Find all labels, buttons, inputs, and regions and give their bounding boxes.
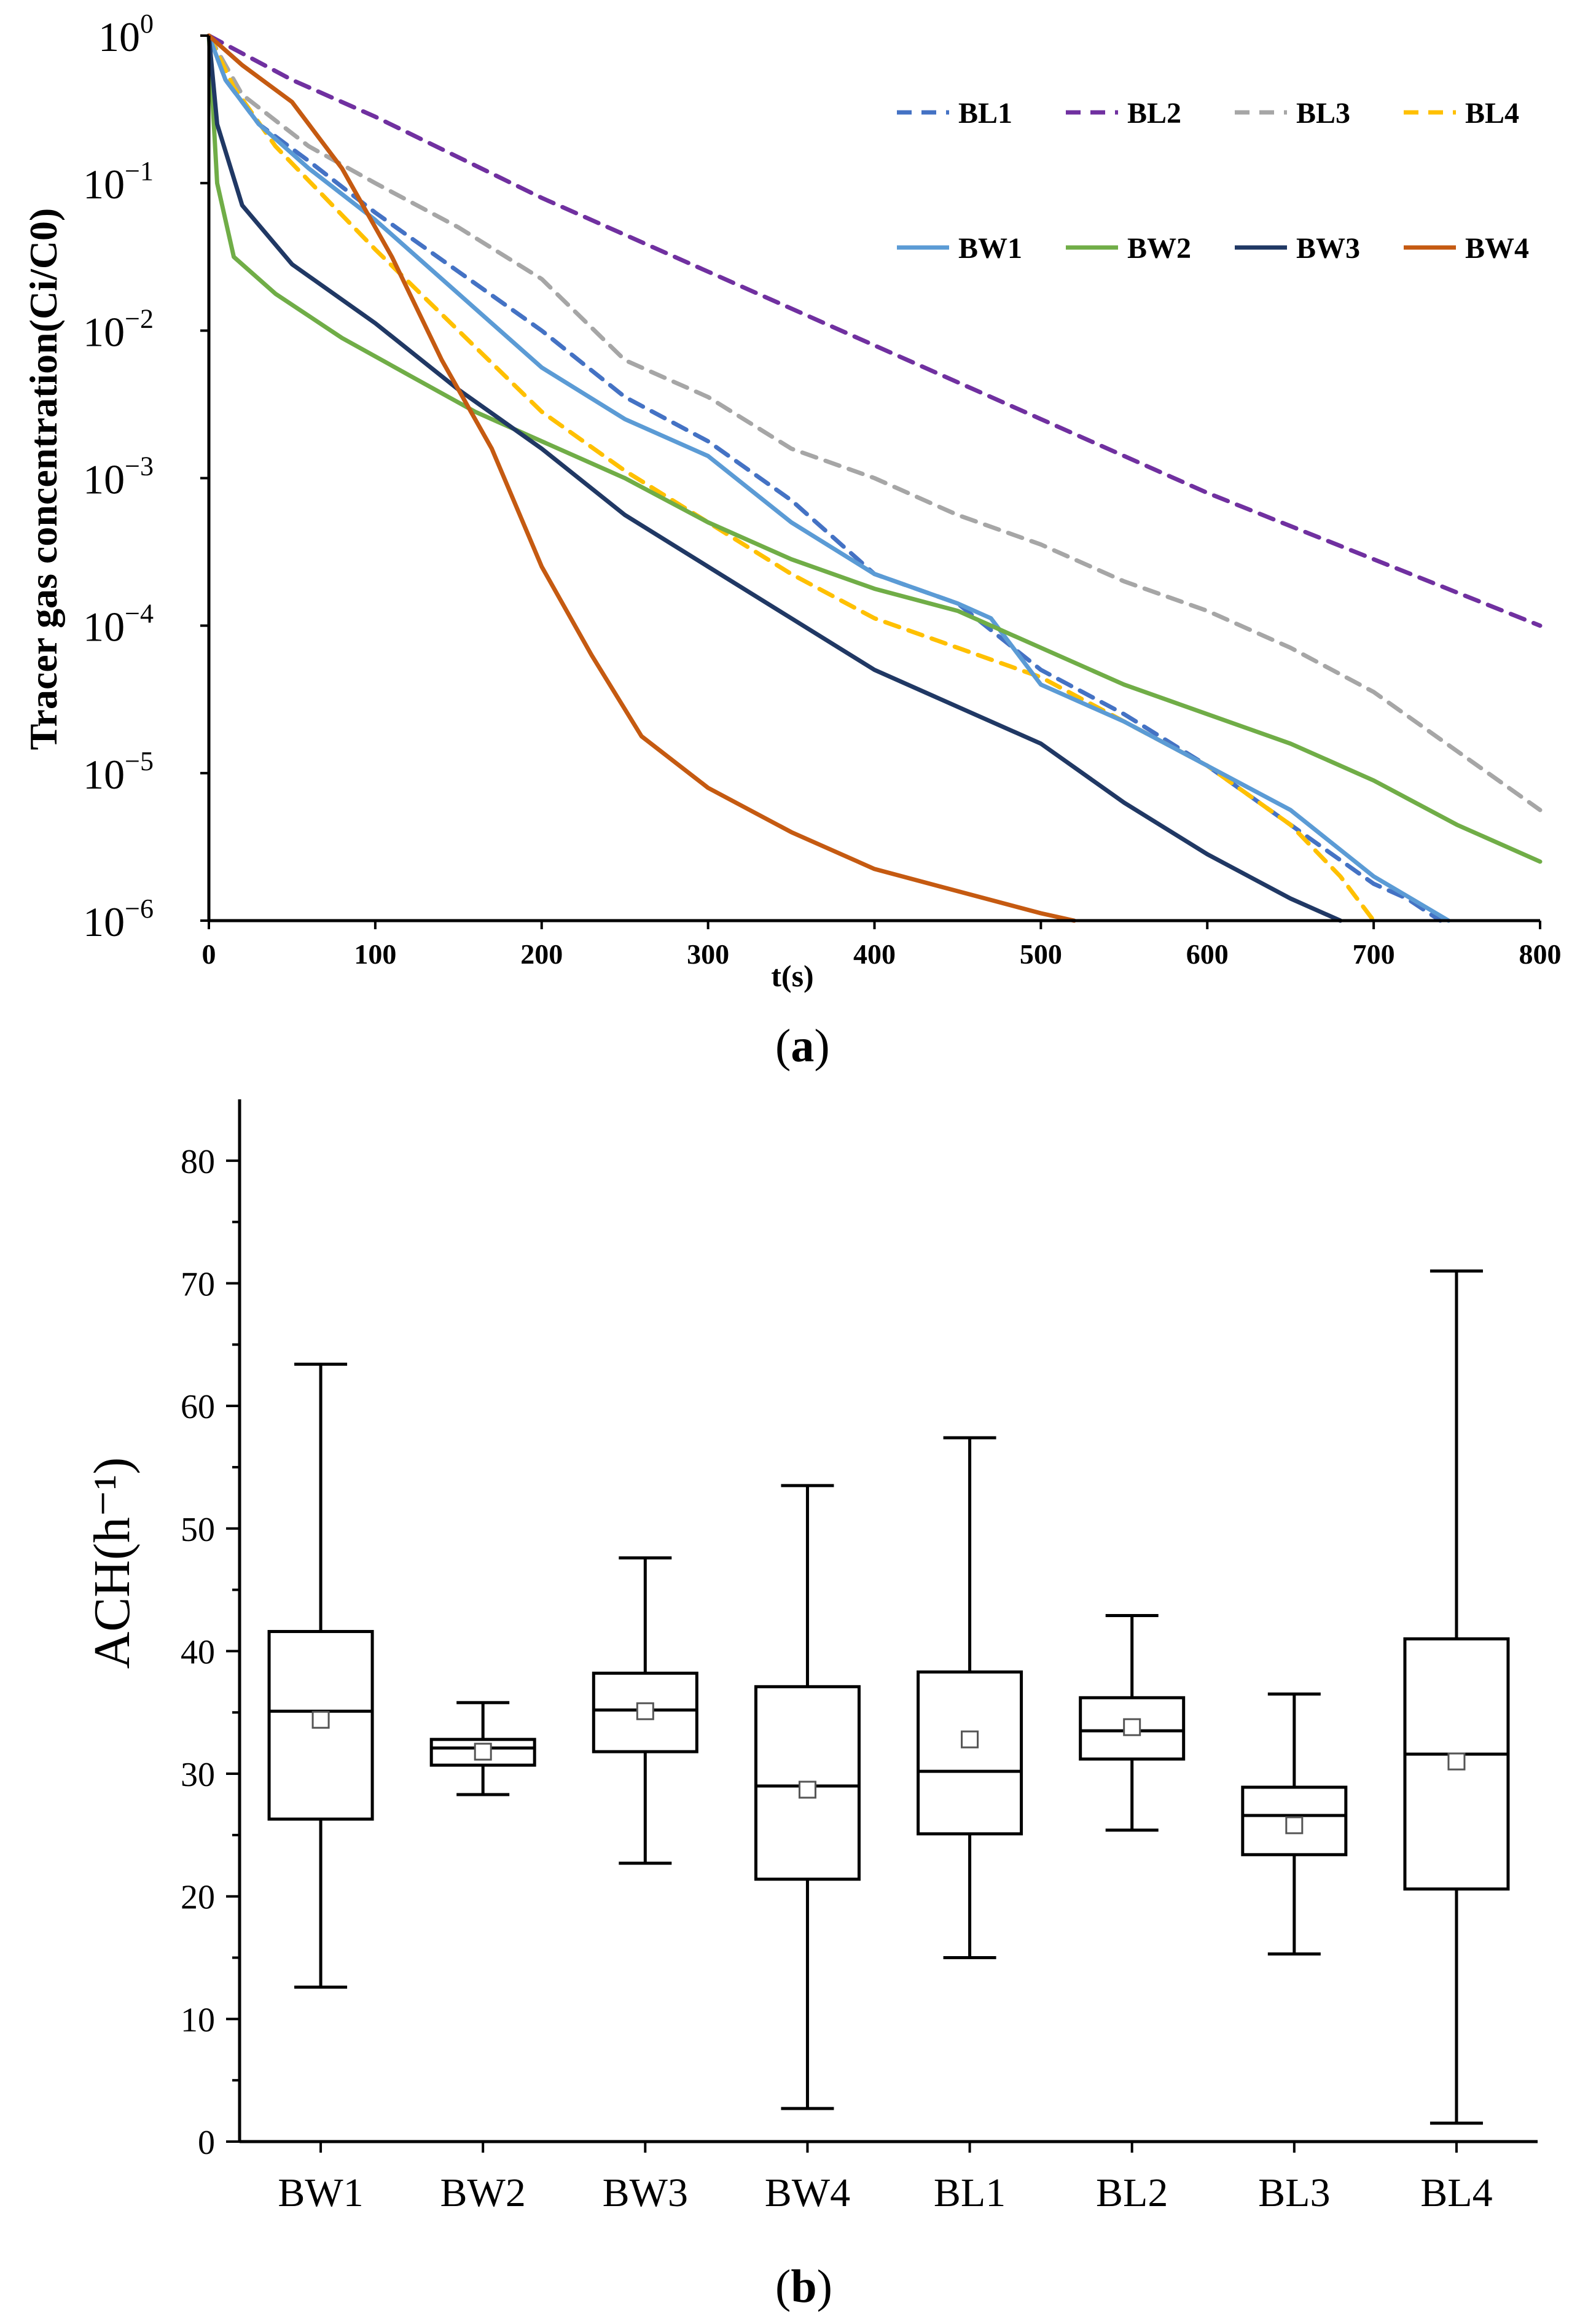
ach-y-tick-label: 70 [181, 1265, 215, 1303]
decay-y-tick-label: 10−2 [83, 303, 154, 355]
decay-x-tick-label: 800 [1519, 938, 1562, 970]
box-bl3 [1241, 1692, 1348, 1956]
decay-series-bw3 [206, 33, 1343, 923]
ach-y-tick-label: 0 [198, 2124, 215, 2162]
decay-x-tick-label: 100 [354, 938, 396, 970]
box-bw3 [592, 1556, 698, 1865]
ach-y-tick-label: 10 [181, 2001, 215, 2039]
legend-label-bl2: BL2 [1127, 97, 1181, 130]
decay-y-tick-label: 10−1 [83, 156, 154, 208]
ach-boxes [267, 1269, 1510, 2125]
ach-x-label-bl1: BL1 [934, 2170, 1006, 2215]
ach-x-label-bw1: BW1 [278, 2170, 363, 2215]
ach-x-label-bl4: BL4 [1420, 2170, 1492, 2215]
mean-marker [961, 1730, 979, 1749]
decay-series-bw2 [206, 33, 1543, 864]
ach-x-label-bw3: BW3 [603, 2170, 688, 2215]
mean-marker [1123, 1718, 1141, 1736]
legend-label-bw4: BW4 [1465, 232, 1529, 265]
mean-marker [636, 1702, 654, 1720]
ach-x-label-bl2: BL2 [1096, 2170, 1168, 2215]
mean-marker [798, 1780, 816, 1799]
decay-series-bl1 [206, 33, 1442, 923]
ach-x-label-bw4: BW4 [765, 2170, 850, 2215]
box-bl1 [917, 1436, 1023, 1960]
panel-b-letter: b [791, 2261, 817, 2312]
decay-series-bl3 [206, 33, 1543, 813]
mean-marker [311, 1710, 330, 1729]
decay-series-group [206, 33, 1543, 923]
mean-marker [1447, 1752, 1466, 1771]
panel-b-label: (b) [775, 2261, 832, 2312]
ach-y-tick-label: 20 [181, 1879, 215, 1917]
box-bl4 [1403, 1269, 1510, 2125]
ach-x-label-bw2: BW2 [440, 2170, 526, 2215]
decay-series-bw4 [206, 33, 1076, 923]
ach-y-axis-title: ACH(h⁻¹) [84, 1457, 141, 1669]
ach-x-labels: BW1 BW2 BW3 BW4 BL1 BL2 BL3 BL4 [278, 2142, 1493, 2215]
ach-y-tick-label: 80 [181, 1143, 215, 1181]
decay-y-tick-label: 10−6 [83, 894, 154, 945]
box-bw1 [267, 1362, 374, 1989]
decay-chart: 0 100 200 300 400 500 600 700 800 100 10−1 10−2 10−… [22, 9, 1562, 993]
decay-x-tick-label: 300 [687, 938, 729, 970]
mean-marker [474, 1742, 492, 1761]
decay-series-bl4 [206, 33, 1376, 923]
legend-label-bl4: BL4 [1465, 97, 1519, 130]
decay-x-tick-label: 0 [202, 938, 216, 970]
decay-y-axis-title: Tracer gas concentration(Ci/C0) [22, 208, 65, 751]
iqr-box [917, 1670, 1023, 1836]
decay-x-tick-label: 600 [1186, 938, 1229, 970]
legend-label-bl3: BL3 [1296, 97, 1350, 130]
decay-x-tick-label: 200 [520, 938, 563, 970]
legend-label-bw2: BW2 [1127, 232, 1191, 265]
ach-y-tick-label: 40 [181, 1633, 215, 1671]
decay-x-tick-label: 700 [1353, 938, 1395, 970]
panel-a-label: (a) [775, 1020, 830, 1072]
decay-y-tick-label: 10−3 [83, 451, 154, 503]
ach-y-ticks: 0 10 20 30 40 50 60 70 80 [181, 1143, 240, 2162]
decay-x-tick-label: 400 [853, 938, 896, 970]
ach-y-tick-label: 60 [181, 1388, 215, 1426]
decay-legend: BL1 BL2 BL3 BL4 BW1 BW2 BW3 BW4 [897, 97, 1529, 265]
decay-x-axis-title: t(s) [771, 959, 813, 993]
decay-series-bw1 [206, 33, 1451, 923]
decay-series-bl2 [206, 33, 1543, 628]
decay-x-tick-label: 500 [1020, 938, 1062, 970]
decay-y-tick-label: 100 [98, 9, 154, 60]
ach-y-tick-label: 30 [181, 1756, 215, 1794]
decay-x-ticks: 0 100 200 300 400 500 600 700 800 [202, 921, 1562, 970]
ach-x-label-bl3: BL3 [1258, 2170, 1330, 2215]
decay-y-tick-label: 10−4 [83, 599, 154, 650]
mean-marker [1285, 1816, 1304, 1835]
box-bw4 [754, 1484, 861, 2110]
decay-y-tick-label: 10−5 [83, 746, 154, 798]
ach-y-tick-label: 50 [181, 1511, 215, 1549]
legend-label-bw1: BW1 [958, 232, 1022, 265]
legend-label-bw3: BW3 [1296, 232, 1360, 265]
box-bl2 [1079, 1614, 1186, 1832]
panel-a-letter: a [791, 1020, 815, 1072]
legend-label-bl1: BL1 [958, 97, 1012, 130]
box-bw2 [429, 1701, 536, 1796]
decay-y-ticks: 100 10−1 10−2 10−3 10−4 10−5 10−6 [83, 9, 209, 945]
